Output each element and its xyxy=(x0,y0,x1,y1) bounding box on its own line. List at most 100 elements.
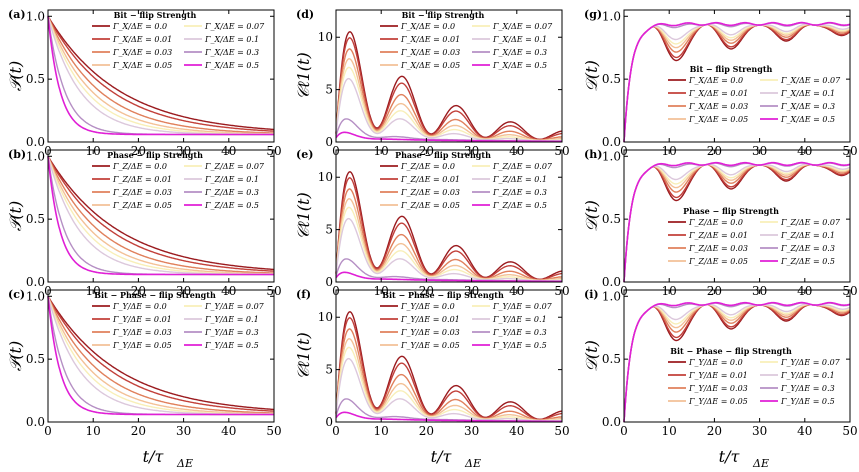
series-line-gamma-0.05 xyxy=(335,58,562,141)
series-line-gamma-0.07 xyxy=(335,66,562,142)
y-tick-label: 0.0 xyxy=(26,135,45,149)
legend-entry-label: Γ_X/ΔE = 0.3 xyxy=(492,48,547,57)
legend-entry-label: Γ_X/ΔE = 0.1 xyxy=(204,35,259,44)
legend-entry-label: Γ_Y/ΔE = 0.5 xyxy=(204,341,259,350)
y-axis-label: 𝒫(t) xyxy=(6,341,25,371)
series-line-gamma-0.01 xyxy=(335,317,563,421)
legend-title: Bit − Phase − flip Strength xyxy=(382,290,504,300)
y-tick-label: 0.5 xyxy=(26,352,45,366)
x-tick-label: 40 xyxy=(221,424,236,438)
legend-entry-label: Γ_Y/ΔE = 0.0 xyxy=(400,302,455,311)
legend-entry-label: Γ_Z/ΔE = 0.1 xyxy=(492,175,547,184)
legend-title: Phase − flip Strength xyxy=(107,150,203,160)
legend-entry-label: Γ_Y/ΔE = 0.0 xyxy=(112,302,167,311)
series-line-gamma-0.03 xyxy=(47,296,274,414)
legend-entry-label: Γ_Y/ΔE = 0.01 xyxy=(400,315,460,324)
x-tick-label: 0 xyxy=(620,424,628,438)
axes-frame xyxy=(335,289,563,423)
legend-entry-label: Γ_Y/ΔE = 0.5 xyxy=(492,341,547,350)
legend-entry-label: Γ_Z/ΔE = 0.03 xyxy=(688,244,748,253)
legend-entry-label: Γ_Z/ΔE = 0.0 xyxy=(112,162,167,171)
x-tick-label: 50 xyxy=(554,424,569,438)
legend-entry-label: Γ_Z/ΔE = 0.3 xyxy=(204,188,259,197)
axes-frame xyxy=(47,149,275,283)
y-tick-label: 0.0 xyxy=(26,275,45,289)
legend-entry-label: Γ_X/ΔE = 0.05 xyxy=(400,61,460,70)
y-axis-label: 𝒞ℓ1(t) xyxy=(294,52,313,99)
y-tick-label: 0.5 xyxy=(26,72,45,86)
series-line-gamma-0.5 xyxy=(47,156,274,276)
legend-entry-label: Γ_X/ΔE = 0.5 xyxy=(492,61,547,70)
series-line-gamma-0.03 xyxy=(335,188,563,281)
axes-frame xyxy=(623,149,851,283)
series-line-gamma-0 xyxy=(47,155,275,271)
y-tick-label: 1.0 xyxy=(26,149,45,163)
series-line-gamma-0.1 xyxy=(47,156,274,276)
x-tick-label: 10 xyxy=(86,424,101,438)
legend-entry-label: Γ_X/ΔE = 0.1 xyxy=(780,89,835,98)
series-line-gamma-0.01 xyxy=(335,177,563,281)
x-tick-label: 50 xyxy=(842,424,857,438)
legend-entry-label: Γ_Y/ΔE = 0.1 xyxy=(492,315,547,324)
legend-entry-label: Γ_Z/ΔE = 0.05 xyxy=(688,257,748,266)
legend-entry-label: Γ_Y/ΔE = 0.05 xyxy=(688,397,748,406)
legend-entry-label: Γ_Y/ΔE = 0.01 xyxy=(112,315,172,324)
y-tick-label: 10 xyxy=(318,170,333,184)
legend-title: Phase − flip Strength xyxy=(395,150,491,160)
panel-label: (b) xyxy=(8,148,26,161)
legend-entry-label: Γ_X/ΔE = 0.07 xyxy=(204,22,265,31)
series-line-gamma-0.07 xyxy=(47,296,275,415)
legend-entry-label: Γ_Z/ΔE = 0.1 xyxy=(204,175,259,184)
y-axis-label: 𝒫(t) xyxy=(6,201,25,231)
x-tick-label: 50 xyxy=(266,424,281,438)
panel-label: (i) xyxy=(584,288,599,301)
series-line-gamma-0.1 xyxy=(47,16,274,136)
y-axis-label: 𝒫(t) xyxy=(6,61,25,91)
series-line-gamma-0 xyxy=(47,295,275,411)
series-line-gamma-0.01 xyxy=(47,155,275,272)
y-tick-label: 1.0 xyxy=(602,149,621,163)
series-line-gamma-0.07 xyxy=(47,16,275,135)
legend-entry-label: Γ_Z/ΔE = 0.5 xyxy=(204,201,259,210)
legend-entry-label: Γ_X/ΔE = 0.0 xyxy=(688,76,743,85)
legend-title: Bit − flip Strength xyxy=(690,64,773,74)
legend: Bit − Phase − flip Strength Γ_Y/ΔE = 0.0 Γ… xyxy=(380,290,553,350)
legend: Bit − flip Strength Γ_X/ΔE = 0.0 Γ_X/ΔE = … xyxy=(380,10,553,70)
panel-label: (f) xyxy=(296,288,311,301)
legend-entry-label: Γ_Y/ΔE = 0.3 xyxy=(492,328,547,337)
panel-label: (a) xyxy=(8,8,26,21)
series-line-gamma-0.01 xyxy=(47,15,275,132)
x-axis-label: t/τ xyxy=(143,447,165,466)
panel-f: 0 10 20 30 40 50 0 5 10 (f) 𝒞ℓ1(t) Bit − Phase − fl… xyxy=(294,288,570,438)
legend-entry-label: Γ_Z/ΔE = 0.0 xyxy=(688,218,743,227)
y-tick-label: 5 xyxy=(325,83,333,97)
y-tick-label: 0.0 xyxy=(26,415,45,429)
x-tick-label: 0 xyxy=(44,424,52,438)
legend-entry-label: Γ_X/ΔE = 0.05 xyxy=(688,115,748,124)
series-line-gamma-0.5 xyxy=(335,131,562,143)
y-axis-label: 𝒟(t) xyxy=(582,340,601,372)
x-tick-label: 30 xyxy=(752,424,767,438)
x-axis-label-subscript: ΔE xyxy=(176,457,193,470)
y-tick-label: 0.5 xyxy=(602,72,621,86)
legend-entry-label: Γ_Y/ΔE = 0.3 xyxy=(204,328,259,337)
legend-entry-label: Γ_Y/ΔE = 0.0 xyxy=(688,358,743,367)
legend-entry-label: Γ_Z/ΔE = 0.01 xyxy=(688,231,748,240)
legend-entry-label: Γ_X/ΔE = 0.05 xyxy=(112,61,172,70)
series-line-gamma-0.5 xyxy=(623,161,851,283)
legend-entry-label: Γ_Z/ΔE = 0.03 xyxy=(112,188,172,197)
y-tick-label: 0.0 xyxy=(602,415,621,429)
series-line-gamma-0.1 xyxy=(335,357,562,422)
panel-label: (d) xyxy=(296,8,314,21)
y-axis-label: 𝒟(t) xyxy=(582,60,601,92)
legend-entry-label: Γ_Y/ΔE = 0.05 xyxy=(400,341,460,350)
series-line-gamma-0.5 xyxy=(335,411,562,423)
legend-entry-label: Γ_X/ΔE = 0.5 xyxy=(204,61,259,70)
panel-i: 0 10 20 30 40 50 0.0 0.5 1.0(i) 𝒟(t) Bit − Phase −… xyxy=(582,288,858,438)
y-tick-label: 0 xyxy=(325,415,333,429)
legend-title: Bit − flip Strength xyxy=(114,10,197,20)
series-line-gamma-0.5 xyxy=(47,296,274,416)
x-tick-label: 20 xyxy=(131,424,146,438)
